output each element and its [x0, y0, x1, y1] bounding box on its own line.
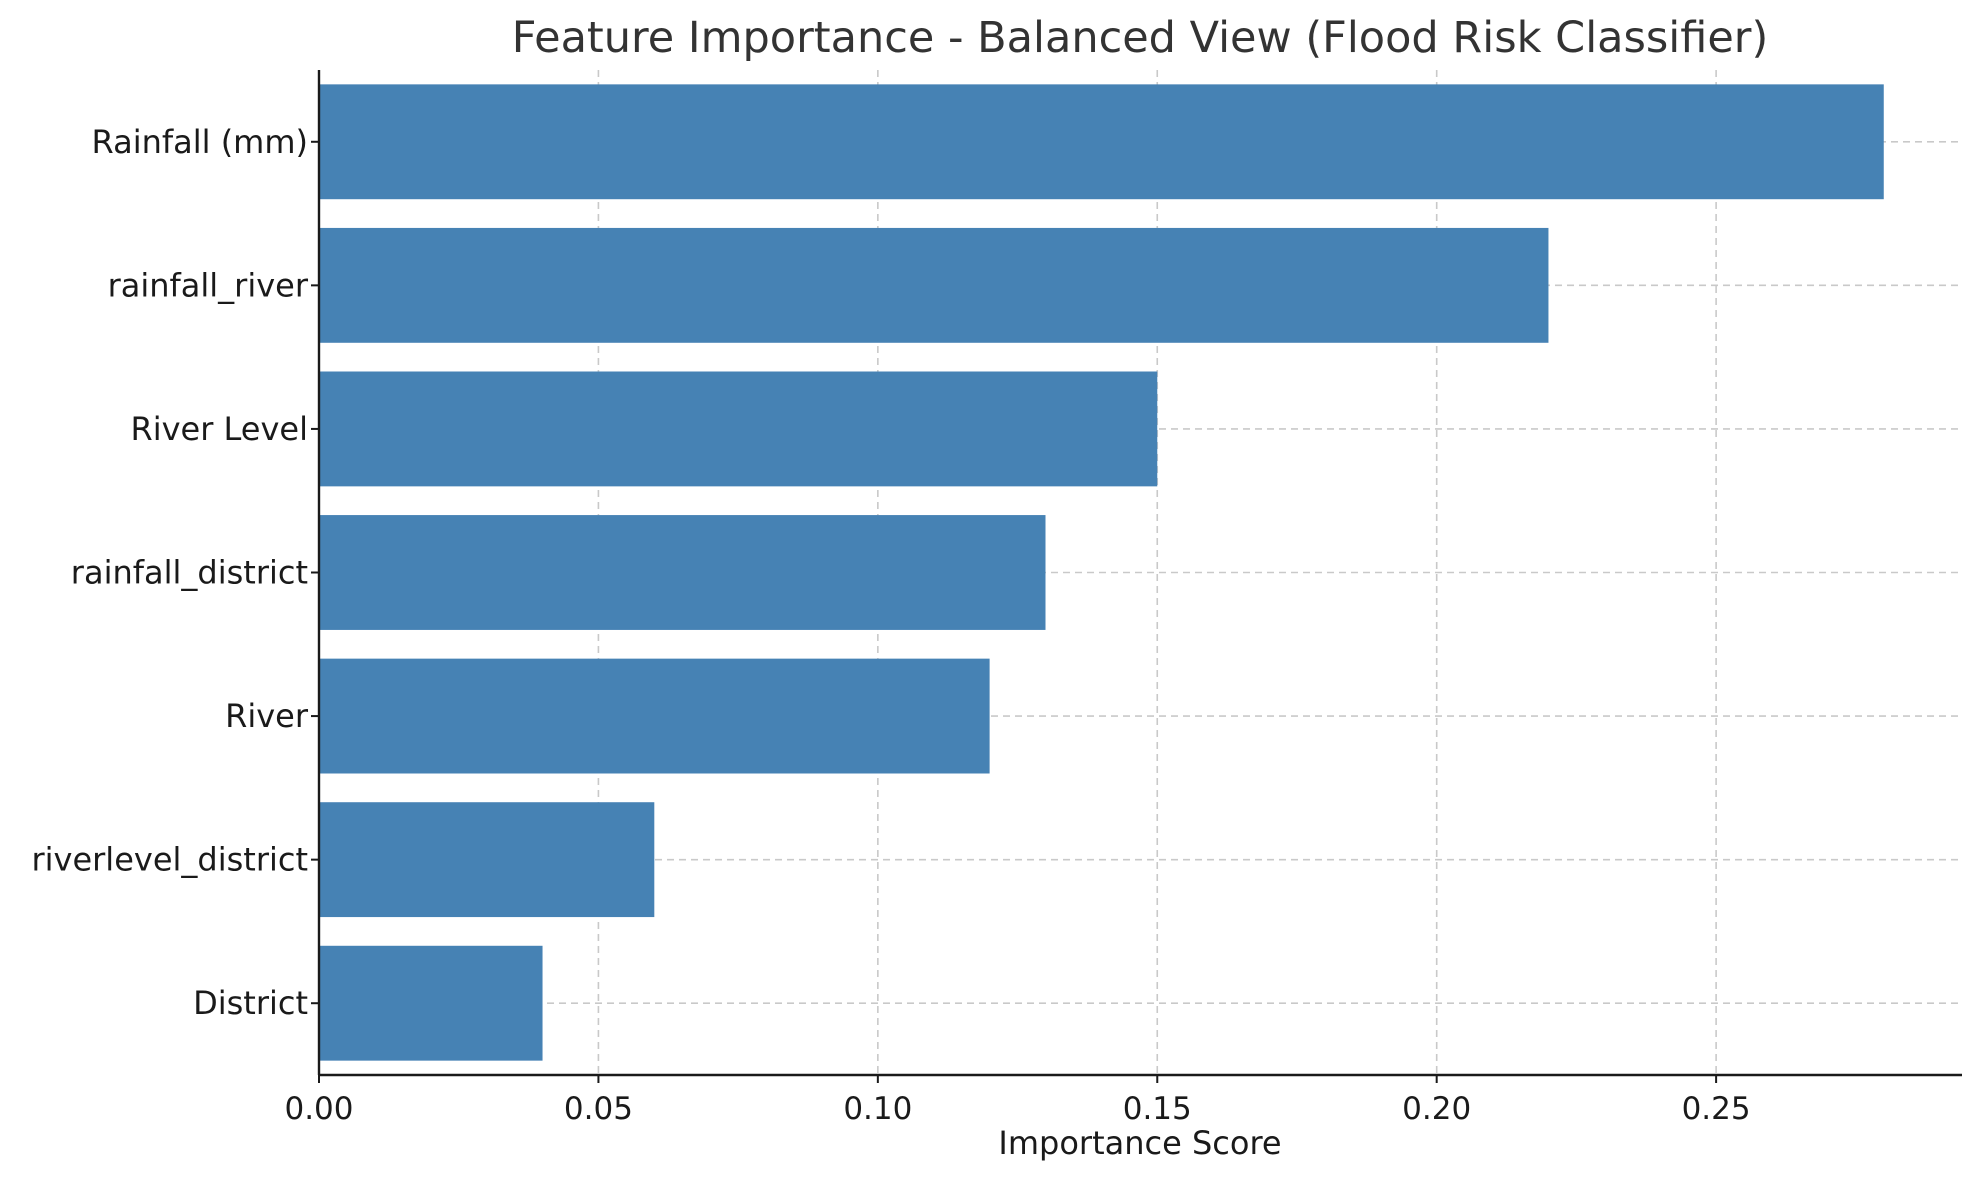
- y-axis-category-labels: Rainfall (mm) rainfall_river River Level ra…: [31, 123, 319, 1022]
- bar: [319, 802, 655, 918]
- x-tick-label: 0.20: [1402, 1091, 1471, 1127]
- x-tick-label: 0.00: [284, 1091, 353, 1127]
- y-category-label: Rainfall (mm): [92, 123, 308, 161]
- y-category-label: District: [193, 984, 308, 1022]
- y-category-label: River: [225, 697, 309, 735]
- bar: [319, 84, 1884, 200]
- y-category-label: rainfall_river: [108, 266, 309, 304]
- bar: [319, 658, 990, 774]
- bars: [319, 84, 1884, 1061]
- x-tick-label: 0.10: [843, 1091, 912, 1127]
- bar: [319, 515, 1046, 630]
- y-category-label: River Level: [130, 410, 308, 448]
- x-tick-label: 0.25: [1682, 1091, 1751, 1127]
- x-tick-label: 0.15: [1123, 1091, 1192, 1127]
- bar: [319, 945, 543, 1061]
- x-axis-label: Importance Score: [998, 1124, 1281, 1162]
- x-axis-tick-labels: 0.00 0.05 0.10 0.15 0.20 0.25: [284, 1075, 1751, 1127]
- x-tick-label: 0.05: [564, 1091, 633, 1127]
- y-category-label: rainfall_district: [71, 554, 308, 592]
- bar: [319, 371, 1158, 487]
- y-category-label: riverlevel_district: [31, 841, 308, 879]
- bar: [319, 227, 1549, 343]
- chart-title: Feature Importance - Balanced View (Floo…: [512, 13, 1769, 63]
